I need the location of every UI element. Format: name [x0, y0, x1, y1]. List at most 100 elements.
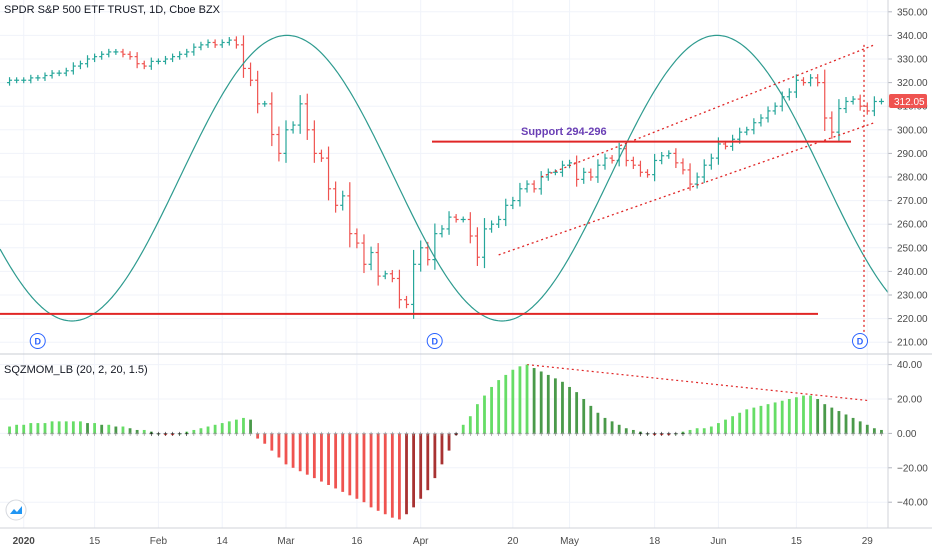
price-axis-label: 330.00: [897, 55, 928, 66]
squeeze-dot: +: [21, 429, 26, 438]
time-tick-label: Feb: [150, 536, 168, 547]
ohlc-bar: [297, 95, 303, 134]
ohlc-bar: [92, 53, 98, 63]
ohlc-bar: [786, 88, 792, 101]
momentum-bar: [880, 429, 883, 434]
momentum-bar: [227, 421, 231, 434]
momentum-bar: [341, 433, 345, 492]
ohlc-bar: [559, 160, 565, 177]
ohlc-bar: [389, 269, 395, 283]
squeeze-dot: +: [362, 429, 367, 438]
osc-axis-label: 0.00: [897, 429, 917, 440]
ohlc-bar: [155, 58, 161, 65]
squeeze-dot: +: [773, 429, 778, 438]
squeeze-dot: +: [674, 429, 679, 438]
ohlc-bar: [382, 270, 388, 280]
ohlc-bar: [800, 77, 806, 86]
squeeze-dot: +: [85, 429, 90, 438]
oscillator-axis[interactable]: −40.00 −20.00 0.00 20.00 40.00: [888, 360, 928, 509]
ohlc-bar: [14, 77, 20, 84]
momentum-bar: [787, 399, 791, 434]
time-tick-label: 18: [649, 536, 661, 547]
ohlc-bar: [162, 55, 168, 65]
momentum-bar: [164, 433, 167, 436]
squeeze-dot: +: [759, 429, 764, 438]
momentum-bar: [249, 419, 252, 434]
squeeze-dot: +: [766, 429, 771, 438]
momentum-bar: [674, 433, 678, 435]
squeeze-dot: +: [383, 429, 388, 438]
squeeze-dot: +: [78, 429, 83, 438]
momentum-bar: [802, 395, 805, 434]
momentum-bar: [504, 374, 508, 434]
price-axis[interactable]: 210.00 220.00 230.00 240.00 250.00 260.00 270.…: [888, 7, 928, 349]
momentum-bar: [348, 433, 352, 496]
ohlc-bar: [404, 295, 410, 309]
ohlc-bar: [659, 151, 665, 165]
momentum-bar: [475, 404, 479, 434]
ohlc-bar: [290, 121, 296, 134]
ohlc-bar: [326, 146, 332, 201]
squeeze-dot: +: [624, 429, 629, 438]
momentum-bar: [284, 433, 288, 465]
ohlc-bar: [772, 102, 778, 115]
momentum-bar: [539, 371, 543, 434]
squeeze-dot: +: [610, 429, 615, 438]
ohlc-bar: [481, 218, 487, 269]
last-price-value: 312.05: [894, 97, 925, 108]
squeeze-dot: +: [418, 429, 423, 438]
time-tick-label: 16: [351, 536, 363, 547]
ohlc-bar: [28, 74, 34, 84]
squeeze-dot: +: [872, 429, 877, 438]
squeeze-dot: +: [681, 429, 686, 438]
ohlc-bar: [744, 126, 750, 136]
momentum-bar: [79, 421, 82, 434]
squeeze-dot: +: [553, 429, 558, 438]
squeeze-dot: +: [7, 429, 12, 438]
dividend-marker: [29, 333, 46, 349]
time-tick-label: 14: [217, 536, 229, 547]
momentum-bar: [86, 423, 89, 434]
time-axis[interactable]: 2020 15 Feb 14 Mar 16 Apr 20 May 18 Jun 15 29: [13, 536, 874, 547]
ohlc-bar: [361, 234, 367, 274]
ohlc-bar: [99, 51, 105, 60]
momentum-bar: [185, 431, 189, 434]
momentum-bar: [398, 433, 401, 520]
momentum-bar: [334, 433, 338, 489]
ohlc-bar: [850, 96, 856, 105]
squeeze-dot: +: [752, 429, 757, 438]
ohlc-bar: [871, 96, 877, 117]
squeeze-dot: +: [596, 429, 601, 438]
ohlc-bar: [219, 39, 225, 48]
momentum-bar: [596, 412, 600, 434]
momentum-bar: [653, 433, 657, 436]
tradingview-logo[interactable]: [5, 499, 27, 521]
momentum-bar: [865, 424, 869, 434]
momentum-bar: [461, 424, 465, 434]
price-pane[interactable]: [7, 35, 884, 319]
momentum-bar: [128, 428, 132, 434]
ohlc-bar: [843, 96, 849, 114]
momentum-bar: [688, 429, 692, 434]
momentum-bar: [320, 433, 323, 482]
momentum-bar: [426, 433, 430, 491]
price-axis-label: 300.00: [897, 125, 928, 136]
momentum-bar: [624, 428, 628, 434]
squeeze-dot: +: [666, 429, 671, 438]
ohlc-bar: [42, 72, 48, 81]
momentum-bar: [206, 426, 210, 434]
squeeze-dot: +: [787, 429, 792, 438]
ohlc-bar: [815, 74, 821, 87]
momentum-bar: [192, 429, 196, 434]
oscillator-pane[interactable]: + + + + + + + + + + + + + + + + + + + + + + + + + + + + + + + + + + + + + + + +…: [7, 364, 884, 520]
squeeze-dot: +: [312, 429, 317, 438]
momentum-bar: [213, 424, 217, 434]
squeeze-dot: +: [780, 429, 785, 438]
squeeze-dot: +: [227, 429, 232, 438]
time-tick-label: Mar: [277, 536, 295, 547]
ohlc-bar: [184, 48, 190, 58]
squeeze-dot: +: [269, 429, 274, 438]
ohlc-bar: [85, 55, 91, 68]
squeeze-dot: +: [142, 429, 147, 438]
